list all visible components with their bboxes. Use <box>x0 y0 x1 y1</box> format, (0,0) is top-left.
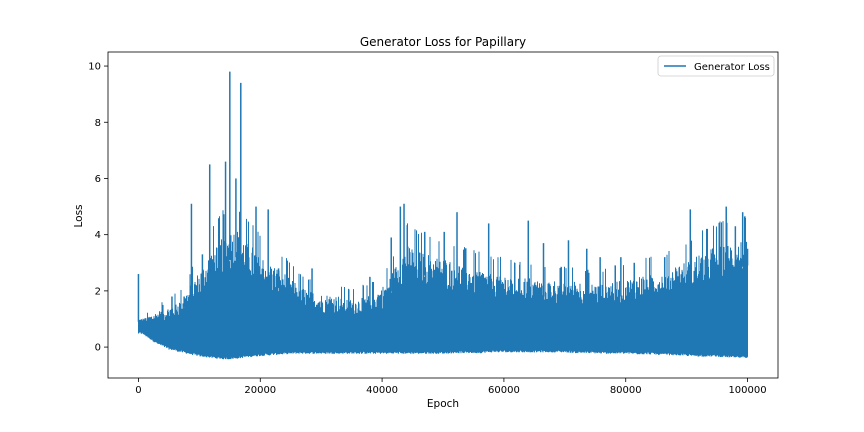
y-tick-label: 0 <box>95 343 101 354</box>
y-axis-label: Loss <box>73 204 85 227</box>
x-tick-label: 40000 <box>366 385 398 396</box>
x-tick-label: 80000 <box>610 385 642 396</box>
y-axis-ticks: 0 2 4 6 8 10 <box>88 62 108 354</box>
y-tick-label: 4 <box>95 230 101 241</box>
y-tick-label: 6 <box>95 174 101 185</box>
chart-title: Generator Loss for Papillary <box>360 35 526 49</box>
x-axis-label: Epoch <box>427 398 459 410</box>
x-tick-label: 20000 <box>244 385 276 396</box>
plot-frame <box>107 51 779 379</box>
y-tick-label: 8 <box>95 118 101 129</box>
x-axis-ticks: 0 20000 40000 60000 80000 100000 <box>135 378 767 396</box>
series-layer <box>137 71 749 360</box>
y-tick-label: 10 <box>88 62 101 73</box>
x-tick-label: 60000 <box>488 385 520 396</box>
series-generator-loss-line <box>138 210 748 360</box>
y-tick-label: 2 <box>95 286 101 297</box>
legend-box <box>657 55 775 77</box>
x-tick-label: 0 <box>135 385 141 396</box>
x-tick-label: 100000 <box>728 385 766 396</box>
legend: Generator Loss <box>657 55 775 77</box>
legend-label-generator-loss: Generator Loss <box>694 62 770 73</box>
